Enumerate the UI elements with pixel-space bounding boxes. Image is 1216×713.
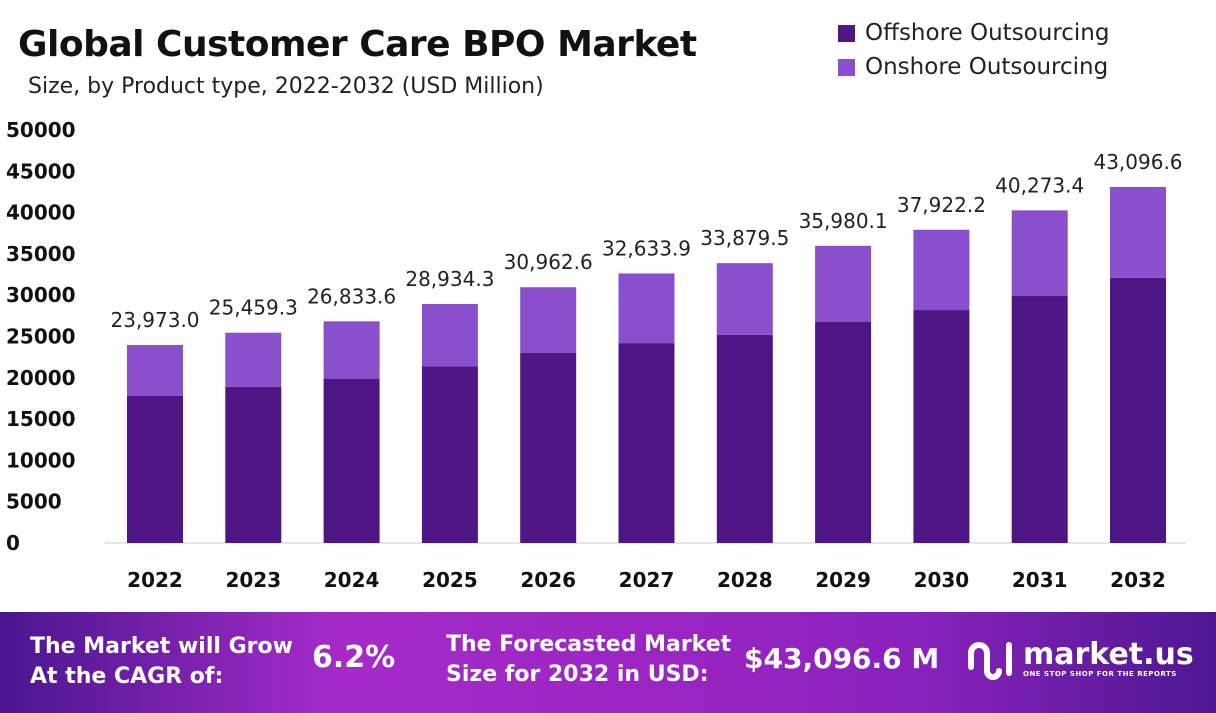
forecast-label: The Forecasted Market Size for 2032 in U… [446, 630, 731, 690]
bar-segment-onshore [520, 287, 577, 354]
bar-segment-offshore [323, 378, 380, 543]
logo: market.us ONE STOP SHOP FOR THE REPORTS [965, 637, 1194, 681]
x-tick-label: 2022 [127, 568, 183, 592]
cagr-value: 6.2% [312, 640, 396, 675]
y-tick-label: 15000 [6, 407, 76, 431]
plot-area: 0 5000 10000 15000 20000 25000 30000 35000 40000… [6, 118, 1186, 592]
bar-segment-onshore [618, 273, 675, 344]
footer-banner: The Market will Grow At the CAGR of: 6.2… [0, 612, 1216, 713]
x-tick-label: 2024 [324, 568, 380, 592]
bar-segment-offshore [225, 386, 282, 543]
total-data-label: 30,962.6 [504, 250, 593, 274]
total-data-label: 43,096.6 [1093, 150, 1182, 174]
bar-segment-onshore [1110, 187, 1166, 278]
total-data-label: 23,973.0 [110, 308, 199, 332]
total-data-label: 25,459.3 [209, 296, 298, 320]
x-tick-label: 2028 [717, 568, 773, 592]
x-tick-label: 2027 [619, 568, 675, 592]
cagr-label: The Market will Grow At the CAGR of: [30, 632, 293, 692]
y-tick-label: 5000 [6, 490, 62, 514]
bar-segment-onshore [913, 229, 970, 311]
legend: Offshore Outsourcing Onshore Outsourcing [838, 16, 1110, 84]
forecast-label-line: Size for 2032 in USD: [446, 662, 709, 687]
x-tick-label: 2029 [815, 568, 871, 592]
chart-title: Global Customer Care BPO Market [18, 24, 697, 65]
y-tick-label: 30000 [6, 283, 76, 307]
bar-segment-onshore [815, 245, 872, 322]
legend-label: Offshore Outsourcing [865, 20, 1110, 46]
bar-segment-onshore [1011, 210, 1068, 297]
logo-tagline: ONE STOP SHOP FOR THE REPORTS [1023, 670, 1177, 678]
legend-item-offshore: Offshore Outsourcing [838, 16, 1110, 50]
bar-segment-onshore [421, 304, 478, 367]
total-data-label: 26,833.6 [307, 284, 396, 308]
bar-segment-offshore [913, 310, 970, 543]
bar-segment-offshore [618, 343, 675, 543]
bar-segment-offshore [421, 366, 478, 543]
bar-segment-offshore [127, 395, 183, 543]
y-tick-label: 10000 [6, 448, 76, 472]
y-tick-label: 50000 [6, 118, 76, 142]
total-data-label: 37,922.2 [897, 193, 986, 217]
legend-item-onshore: Onshore Outsourcing [838, 50, 1110, 84]
y-tick-label: 25000 [6, 325, 76, 349]
y-tick-label: 45000 [6, 159, 76, 183]
x-tick-label: 2032 [1110, 568, 1166, 592]
bar-segment-offshore [716, 334, 773, 543]
bar-segment-onshore [716, 263, 773, 335]
y-tick-label: 35000 [6, 242, 76, 266]
bar-segment-offshore [815, 321, 872, 543]
total-data-label: 32,633.9 [602, 236, 691, 260]
bar-segment-offshore [1011, 296, 1068, 543]
legend-label: Onshore Outsourcing [865, 54, 1109, 80]
total-data-label: 40,273.4 [995, 173, 1084, 197]
total-data-label: 28,934.3 [405, 267, 494, 291]
chart-subtitle: Size, by Product type, 2022-2032 (USD Mi… [28, 74, 544, 99]
logo-icon [968, 642, 1012, 680]
x-tick-label: 2030 [914, 568, 970, 592]
x-tick-label: 2025 [422, 568, 478, 592]
total-data-label: 35,980.1 [799, 209, 888, 233]
forecast-label-line: The Forecasted Market [446, 632, 732, 657]
bar-segment-onshore [323, 321, 380, 379]
bar-segment-onshore [225, 332, 282, 387]
x-tick-label: 2026 [520, 568, 576, 592]
bar-segment-offshore [520, 353, 577, 543]
y-tick-label: 0 [6, 531, 20, 555]
cagr-label-line: At the CAGR of: [30, 664, 224, 689]
bar-segment-offshore [1110, 277, 1166, 543]
y-tick-label: 40000 [6, 201, 76, 225]
legend-swatch [838, 58, 855, 76]
bar-segment-onshore [127, 344, 183, 396]
cagr-label-line: The Market will Grow [30, 634, 293, 659]
forecast-value: $43,096.6 M [744, 642, 940, 675]
logo-text: market.us [1023, 637, 1194, 672]
total-data-label: 33,879.5 [700, 226, 789, 250]
x-tick-label: 2031 [1012, 568, 1068, 592]
x-tick-label: 2023 [225, 568, 281, 592]
legend-swatch [838, 24, 855, 42]
y-tick-label: 20000 [6, 366, 76, 390]
